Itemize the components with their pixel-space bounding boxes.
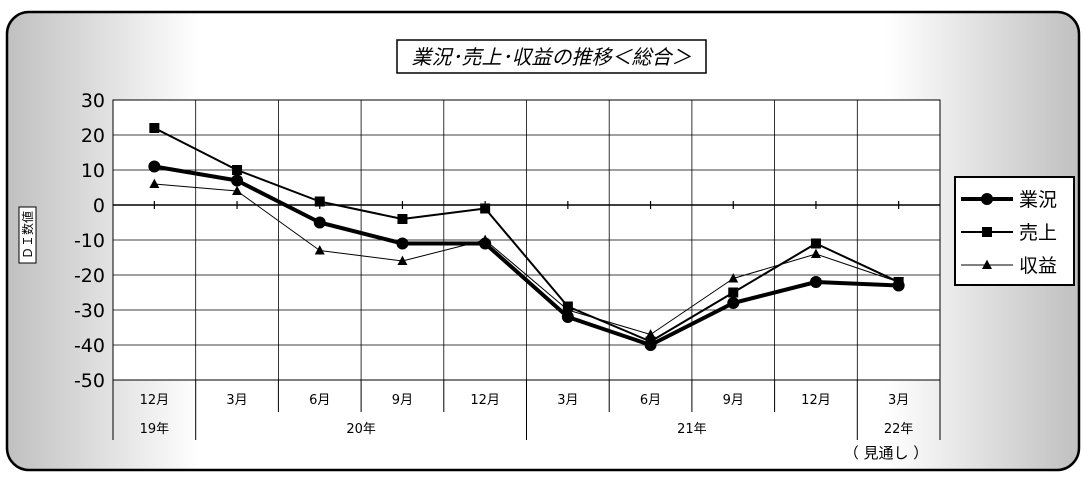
- data-point: [231, 174, 244, 187]
- data-point: [644, 339, 657, 351]
- data-point: [396, 237, 409, 250]
- year-label: 20年: [346, 422, 376, 437]
- data-point: [149, 178, 160, 189]
- data-point: [232, 165, 243, 175]
- x-tick-label: 12月: [140, 393, 170, 408]
- series-line: [153, 127, 900, 343]
- data-point: [479, 237, 492, 250]
- legend-label: 業況: [1019, 189, 1057, 211]
- y-tick-label: 30: [81, 90, 105, 112]
- data-point: [232, 185, 243, 196]
- year-label: 22年: [884, 422, 914, 437]
- legend-item: 売上: [961, 222, 1057, 244]
- legend-item: 収益: [961, 255, 1057, 277]
- x-tick-label: 3月: [888, 393, 909, 408]
- forecast-note: （ 見通し ）: [844, 444, 929, 462]
- chart-title: 業況･売上･収益の推移＜総合＞: [412, 45, 692, 69]
- data-point: [397, 255, 408, 266]
- legend-item: 業況: [961, 189, 1057, 211]
- x-tick-label: 9月: [723, 393, 744, 408]
- x-tick-label: 9月: [392, 393, 413, 408]
- data-point: [810, 238, 821, 249]
- y-axis-title: ＤＩ数値: [20, 211, 35, 259]
- data-point: [645, 329, 656, 339]
- y-axis-title-group: ＤＩ数値: [18, 206, 37, 264]
- x-tick-label: 3月: [226, 393, 247, 408]
- y-tick-label: -30: [74, 300, 105, 322]
- series-line: [154, 183, 899, 335]
- data-point: [314, 245, 325, 255]
- x-tick-label: 12月: [470, 393, 500, 408]
- y-tick-label: -40: [74, 335, 105, 357]
- data-point: [561, 311, 574, 323]
- x-tick-label: 6月: [640, 393, 661, 408]
- series-収益: [149, 178, 904, 339]
- data-point: [148, 160, 161, 173]
- data-point: [313, 216, 326, 229]
- y-axis-title-box: [18, 206, 37, 264]
- legend-label: 売上: [1019, 222, 1057, 244]
- data-point: [562, 301, 573, 312]
- data-point: [728, 287, 739, 298]
- x-tick-label: 3月: [557, 393, 578, 408]
- series-売上: [149, 123, 904, 347]
- y-tick-label: -50: [74, 370, 105, 392]
- y-tick-label: 0: [93, 195, 105, 217]
- data-point: [727, 297, 740, 309]
- year-label: 19年: [140, 422, 170, 437]
- data-point: [397, 214, 408, 224]
- legend-label: 収益: [1019, 255, 1057, 277]
- data-point: [809, 276, 822, 288]
- data-point: [728, 273, 739, 283]
- data-point: [149, 123, 160, 133]
- title-box: [396, 39, 707, 74]
- y-tick-label: 20: [81, 125, 105, 147]
- legend-marker: [982, 259, 992, 270]
- data-point: [314, 196, 325, 207]
- y-tick-label: -20: [74, 265, 105, 287]
- year-label: 21年: [677, 422, 707, 437]
- series-業況: [148, 160, 905, 351]
- y-tick-label: -10: [74, 230, 105, 252]
- legend-marker: [981, 193, 993, 205]
- legend-marker: [982, 227, 992, 237]
- data-point: [480, 203, 491, 214]
- y-tick-label: 10: [81, 160, 105, 182]
- series-line: [154, 164, 899, 347]
- x-tick-label: 12月: [801, 393, 831, 408]
- data-point: [810, 248, 821, 259]
- x-tick-label: 6月: [309, 393, 330, 408]
- data-point: [892, 279, 905, 292]
